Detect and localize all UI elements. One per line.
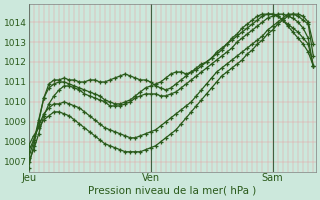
X-axis label: Pression niveau de la mer( hPa ): Pression niveau de la mer( hPa ) (88, 186, 256, 196)
